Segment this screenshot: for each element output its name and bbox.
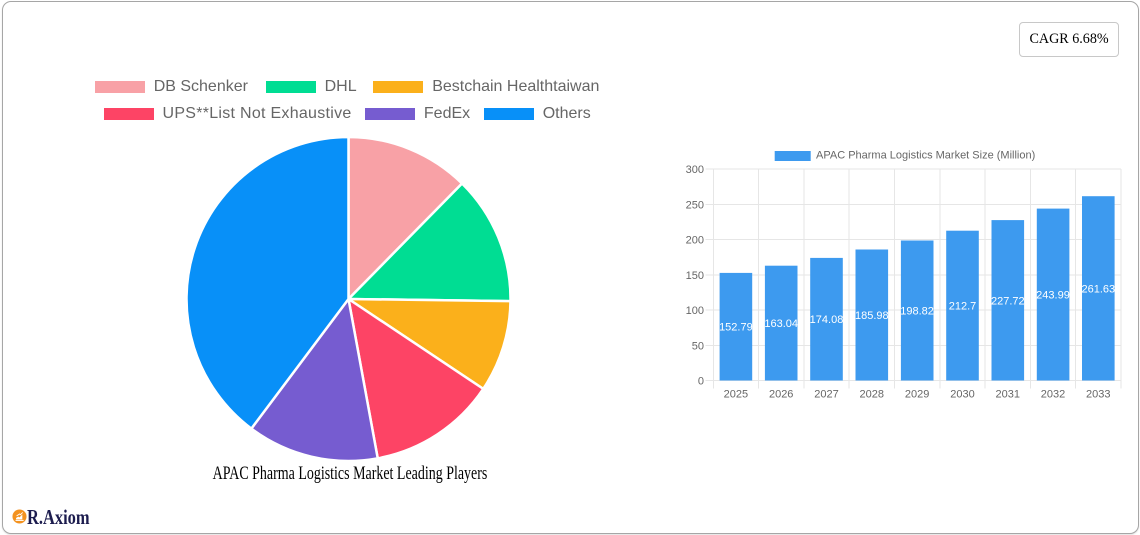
svg-text:200: 200: [686, 235, 704, 247]
svg-text:2028: 2028: [860, 389, 884, 401]
svg-text:212.7: 212.7: [949, 301, 977, 313]
svg-text:163.04: 163.04: [764, 318, 798, 330]
svg-text:2026: 2026: [769, 389, 793, 401]
svg-text:2031: 2031: [996, 389, 1020, 401]
svg-text:250: 250: [686, 199, 704, 211]
svg-text:2032: 2032: [1041, 389, 1065, 401]
svg-text:150: 150: [686, 270, 704, 282]
svg-text:100: 100: [686, 305, 704, 317]
svg-text:152.79: 152.79: [719, 322, 753, 334]
svg-text:261.63: 261.63: [1081, 283, 1115, 295]
svg-text:APAC Pharma Logistics Market S: APAC Pharma Logistics Market Size (Milli…: [816, 150, 1035, 162]
svg-text:0: 0: [698, 376, 704, 388]
svg-text:185.98: 185.98: [855, 310, 889, 322]
svg-text:2030: 2030: [950, 389, 974, 401]
svg-text:50: 50: [692, 340, 704, 352]
svg-text:300: 300: [686, 164, 704, 176]
svg-text:2029: 2029: [905, 389, 929, 401]
svg-text:2033: 2033: [1086, 389, 1110, 401]
svg-text:243.99: 243.99: [1036, 290, 1070, 302]
svg-text:174.08: 174.08: [810, 314, 844, 326]
svg-text:2025: 2025: [724, 389, 748, 401]
svg-text:198.82: 198.82: [900, 306, 934, 318]
svg-text:2027: 2027: [814, 389, 838, 401]
svg-text:227.72: 227.72: [991, 295, 1025, 307]
